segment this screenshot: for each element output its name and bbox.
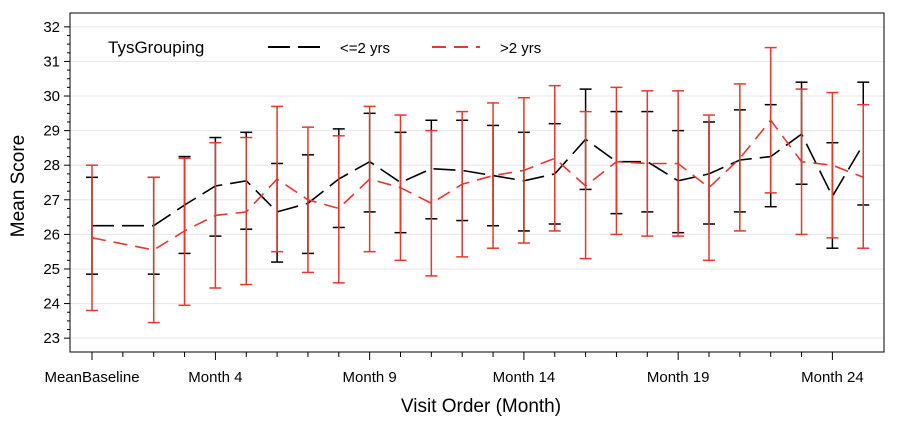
legend-label-gt2: >2 yrs [500,40,541,57]
data-point [584,184,587,187]
y-tick-label: 31 [43,53,60,70]
x-axis-title: Visit Order (Month) [401,396,561,417]
x-tick-label: Month 4 [188,369,242,386]
mean-line [91,118,864,251]
y-tick-label: 27 [43,192,60,209]
y-tick-label: 25 [43,261,60,278]
series-gt2 [86,46,870,324]
data-point [492,174,495,177]
data-point [553,157,556,160]
x-tick-label: Month 14 [493,369,556,386]
data-point [769,119,772,122]
data-point [368,178,371,181]
data-point [800,160,803,163]
legend: TysGrouping <=2 yrs >2 yrs [108,38,541,57]
data-point [738,157,741,160]
data-point [276,178,279,181]
y-tick-label: 26 [43,226,60,243]
data-point [337,207,340,210]
y-tick-label: 23 [43,330,60,347]
data-point [399,186,402,189]
x-tick-label: MeanBaseline [44,369,139,386]
y-tick-label: 24 [43,296,60,313]
y-tick-label: 30 [43,88,60,105]
data-point [708,186,711,189]
data-point [646,162,649,165]
x-tick-label: Month 9 [343,369,397,386]
x-tick-label: Month 24 [801,369,864,386]
data-point [430,202,433,205]
data-point [214,214,217,217]
data-point [862,176,865,179]
y-axis-title: Mean Score [8,135,29,237]
legend-title: TysGrouping [108,38,204,57]
axes: 23 24 25 26 27 28 29 30 31 32 MeanBaseline Month 4 M… [43,12,885,386]
data-point [677,162,680,165]
data-point [91,236,94,239]
y-tick-label: 29 [43,123,60,140]
y-tick-label: 28 [43,157,60,174]
data-point [615,160,618,163]
data-point [152,248,155,251]
grid-lines [70,26,884,339]
data-point [306,198,309,201]
y-tick-label: 32 [43,19,60,36]
data-point [831,164,834,167]
legend-label-le2: <=2 yrs [340,40,390,57]
data-point [461,183,464,186]
data-point [245,210,248,213]
data-point [183,229,186,232]
data-point [522,169,525,172]
x-tick-label: Month 19 [647,369,710,386]
data-series [86,46,870,324]
